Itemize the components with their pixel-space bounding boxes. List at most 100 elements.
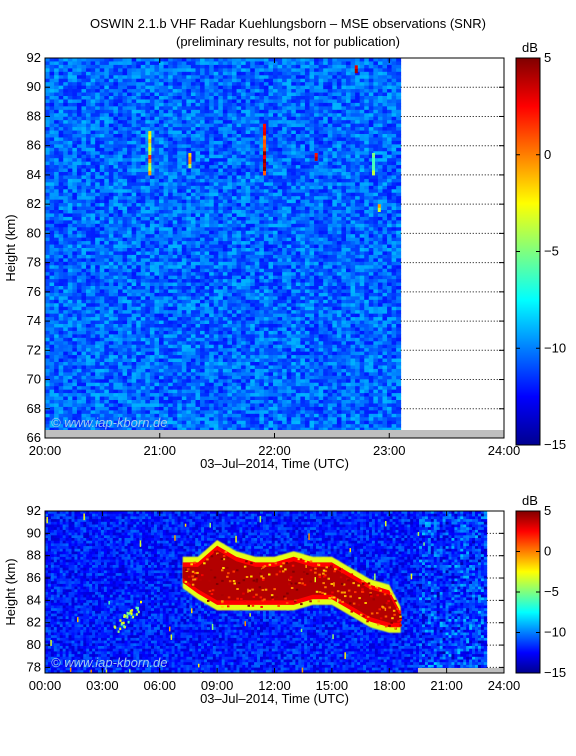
echo-speckle — [377, 587, 381, 590]
echo-streak — [184, 523, 187, 527]
echo-streak — [349, 548, 351, 553]
echo-speckle — [203, 562, 206, 565]
echo-mark — [377, 207, 381, 212]
echo-speckle — [388, 624, 391, 627]
echo-speckle — [210, 555, 214, 558]
echo-speckle — [336, 590, 340, 593]
x-tick-label: 00:00 — [29, 678, 62, 693]
echo-speckle — [338, 568, 342, 571]
x-tick-label: 23:00 — [373, 443, 406, 458]
echo-speckle — [199, 578, 202, 581]
echo-speckle — [341, 582, 344, 585]
echo-speckle — [245, 560, 248, 563]
echo-speckle — [396, 608, 399, 610]
echo-speckle — [190, 580, 193, 583]
echo-streak — [300, 628, 303, 632]
echo-speckle — [340, 591, 344, 594]
echo-speckle — [298, 582, 301, 584]
echo-speckle — [259, 572, 262, 575]
echo-speckle — [377, 623, 380, 626]
echo-speckle — [211, 589, 215, 592]
early-echo-mark — [123, 614, 126, 617]
echo-speckle — [192, 578, 195, 581]
echo-speckle — [399, 617, 402, 620]
echo-speckle — [220, 558, 224, 560]
y-tick-label: 68 — [27, 401, 41, 416]
echo-speckle — [344, 595, 347, 598]
echo-speckle — [185, 568, 188, 571]
echo-speckle — [245, 576, 249, 578]
echo-mark — [263, 135, 266, 140]
echo-speckle — [207, 599, 210, 602]
echo-speckle — [370, 595, 373, 598]
echo-speckle — [270, 594, 274, 597]
echo-speckle — [236, 597, 239, 600]
echo-speckle — [275, 573, 279, 576]
echo-speckle — [352, 582, 355, 585]
echo-speckle — [297, 558, 301, 561]
echo-speckle — [227, 572, 230, 575]
echo-mark — [263, 163, 266, 168]
echo-speckle — [222, 558, 226, 561]
x-tick-label: 22:00 — [258, 443, 291, 458]
echo-speckle — [399, 615, 402, 618]
colorbar-tick-label: 5 — [544, 503, 551, 518]
echo-speckle — [271, 596, 274, 599]
echo-streak — [139, 540, 142, 547]
echo-speckle — [220, 550, 224, 553]
echo-speckle — [279, 565, 283, 568]
echo-streak — [198, 663, 200, 668]
echo-speckle — [314, 571, 317, 574]
y-tick-label: 66 — [27, 430, 41, 445]
echo-speckle — [317, 563, 320, 566]
echo-speckle — [300, 578, 303, 581]
y-tick-label: 92 — [27, 50, 41, 65]
echo-speckle — [322, 572, 325, 575]
echo-speckle — [338, 599, 341, 602]
y-tick-label: 84 — [27, 592, 41, 607]
echo-speckle — [260, 605, 263, 608]
echo-speckle — [288, 564, 291, 567]
echo-speckle — [284, 597, 287, 600]
echo-speckle — [394, 599, 397, 602]
echo-speckle — [333, 596, 336, 599]
echo-streak — [108, 600, 110, 605]
early-echo-mark — [129, 611, 132, 614]
echo-speckle — [251, 604, 255, 607]
echo-speckle — [286, 592, 289, 595]
echo-speckle — [193, 578, 197, 581]
colorbar-tick-label: 0 — [544, 544, 551, 559]
echo-speckle — [322, 582, 325, 585]
echo-speckle — [224, 550, 228, 553]
echo-speckle — [361, 590, 364, 593]
echo-speckle — [291, 564, 295, 567]
echo-speckle — [324, 574, 327, 577]
x-axis-label: 03–Jul–2014, Time (UTC) — [200, 456, 349, 471]
echo-speckle — [259, 596, 263, 599]
echo-mark — [148, 135, 152, 140]
early-echo-mark — [129, 609, 132, 613]
echo-speckle — [258, 586, 262, 589]
echo-speckle — [316, 578, 319, 581]
echo-streak — [77, 617, 79, 623]
echo-speckle — [192, 576, 196, 579]
echo-speckle — [285, 602, 289, 604]
echo-streak — [83, 513, 85, 521]
echo-speckle — [299, 558, 303, 561]
echo-speckle — [295, 588, 299, 591]
early-echo-mark — [122, 621, 125, 625]
echo-speckle — [370, 612, 374, 615]
echo-mark — [148, 159, 152, 164]
echo-speckle — [273, 588, 276, 591]
y-tick-label: 88 — [27, 108, 41, 123]
echo-speckle — [346, 578, 349, 581]
echo-speckle — [252, 595, 256, 598]
x-tick-label: 12:00 — [258, 678, 291, 693]
echo-speckle — [347, 589, 351, 592]
echo-speckle — [376, 612, 379, 615]
echo-speckle — [196, 571, 199, 574]
x-tick-label: 24:00 — [488, 678, 521, 693]
echo-speckle — [191, 570, 195, 573]
echo-speckle — [252, 579, 256, 582]
